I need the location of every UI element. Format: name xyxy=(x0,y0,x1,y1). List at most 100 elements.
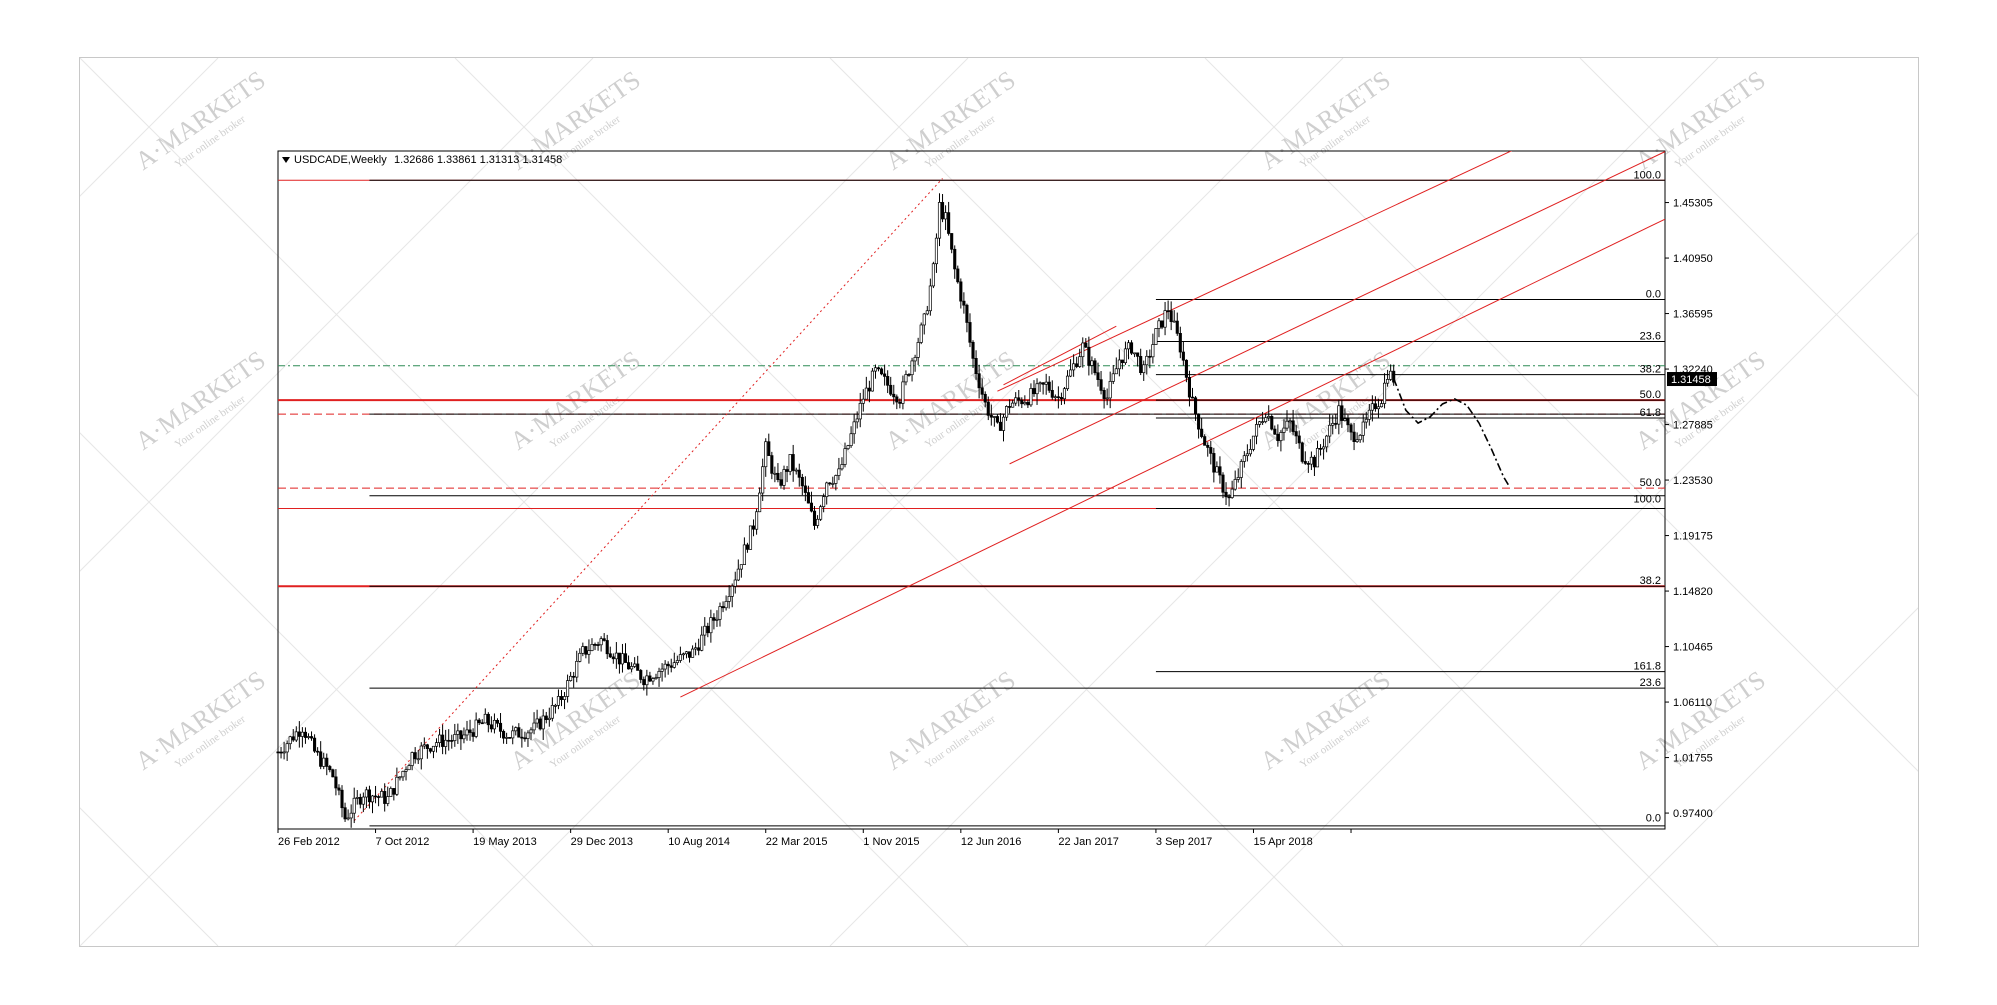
candle-body xyxy=(1197,413,1201,430)
candle-body xyxy=(562,696,567,700)
candle-body xyxy=(456,730,460,735)
candle-body xyxy=(876,367,881,370)
candle-body xyxy=(724,601,728,609)
candle-body xyxy=(532,722,536,731)
candle-body xyxy=(486,713,490,726)
candle-body xyxy=(1069,369,1073,377)
candle-body xyxy=(703,625,707,636)
watermark-line xyxy=(1204,58,1918,772)
candle-body xyxy=(468,729,472,733)
candle-body xyxy=(773,472,777,475)
candle-body xyxy=(319,751,323,767)
candle-body xyxy=(349,812,353,819)
trend-line xyxy=(680,218,1665,698)
candle-body xyxy=(974,358,978,375)
candle-body xyxy=(523,737,527,740)
candle-body xyxy=(1120,359,1124,364)
candle-body xyxy=(797,469,801,478)
candle-body xyxy=(1145,355,1149,366)
candle-body xyxy=(325,757,329,767)
candle-body xyxy=(1053,396,1057,399)
candle-body xyxy=(840,464,844,470)
candle-body xyxy=(413,752,417,760)
candle-body xyxy=(1172,320,1176,323)
candle-body xyxy=(1322,446,1326,450)
candle-body xyxy=(1126,342,1131,350)
candle-body xyxy=(755,511,759,530)
candle-body xyxy=(931,263,935,287)
candle-body xyxy=(441,734,445,747)
candle-body xyxy=(684,651,689,655)
candle-body xyxy=(1093,360,1097,374)
x-tick-label: 1 Nov 2015 xyxy=(863,836,919,848)
chart-header: USDCADE,Weekly 1.32686 1.33861 1.31313 1… xyxy=(282,154,562,166)
candle-body xyxy=(410,752,414,766)
fib-level-label: 0.0 xyxy=(1646,288,1661,300)
fib-level-label: 61.8 xyxy=(1640,407,1661,419)
candle-body xyxy=(1300,442,1304,462)
candle-body xyxy=(1389,370,1393,380)
candle-body xyxy=(1312,456,1316,468)
candle-body xyxy=(806,492,810,504)
candle-body xyxy=(517,727,521,738)
candle-body xyxy=(1386,379,1390,384)
candle-body xyxy=(843,448,847,465)
candle-body xyxy=(636,663,640,671)
candle-body xyxy=(657,671,661,678)
fib-level-label: 0.0 xyxy=(1646,812,1661,824)
candle-body xyxy=(1248,449,1252,455)
candle-body xyxy=(1056,396,1060,399)
candle-body xyxy=(1373,403,1377,410)
candle-body xyxy=(733,579,737,587)
candle-body xyxy=(663,663,667,670)
fib-level-label: 23.6 xyxy=(1640,331,1661,343)
candle-body xyxy=(422,744,426,747)
candle-body xyxy=(846,445,850,450)
candle-body xyxy=(925,310,929,315)
candle-body xyxy=(306,736,311,738)
candle-body xyxy=(407,765,411,771)
candle-body xyxy=(300,731,304,737)
fib-level-label: 50.0 xyxy=(1640,477,1661,489)
candle-body xyxy=(602,638,606,641)
candle-body xyxy=(1349,424,1353,433)
candle-body xyxy=(770,455,774,474)
watermark-brand: A·MARKETS xyxy=(130,65,271,176)
candle-body xyxy=(1023,402,1027,405)
candle-body xyxy=(864,387,868,400)
candle-body xyxy=(767,441,771,456)
candle-body xyxy=(794,469,798,472)
candle-body xyxy=(1212,453,1216,473)
watermark-line xyxy=(80,58,594,572)
candle-body xyxy=(358,797,362,805)
candle-body xyxy=(535,718,539,724)
x-tick-label: 22 Mar 2015 xyxy=(766,836,828,848)
candle-body xyxy=(907,374,911,376)
fib-level-label: 100.0 xyxy=(1633,169,1661,181)
watermark-line xyxy=(829,58,1719,946)
candle-body xyxy=(1029,388,1033,406)
candle-body xyxy=(1376,406,1381,410)
x-tick-label: 12 Jun 2016 xyxy=(961,836,1022,848)
candle-body xyxy=(1343,418,1347,421)
candle-body xyxy=(1062,388,1067,400)
candle-body xyxy=(1282,427,1286,433)
candle-body xyxy=(666,663,670,667)
candle-body xyxy=(861,398,865,404)
candle-body xyxy=(730,585,734,597)
candle-body xyxy=(578,652,582,662)
candle-body xyxy=(1334,423,1338,425)
candle-body xyxy=(294,731,298,741)
candle-body xyxy=(669,665,673,668)
candle-body xyxy=(352,797,356,814)
candle-body xyxy=(873,367,878,372)
candle-body xyxy=(645,675,649,686)
candle-body xyxy=(620,653,625,665)
collapse-triangle-icon[interactable] xyxy=(282,157,290,163)
candle-body xyxy=(1011,402,1015,408)
candle-body xyxy=(1166,310,1170,312)
candle-body xyxy=(1059,397,1063,400)
